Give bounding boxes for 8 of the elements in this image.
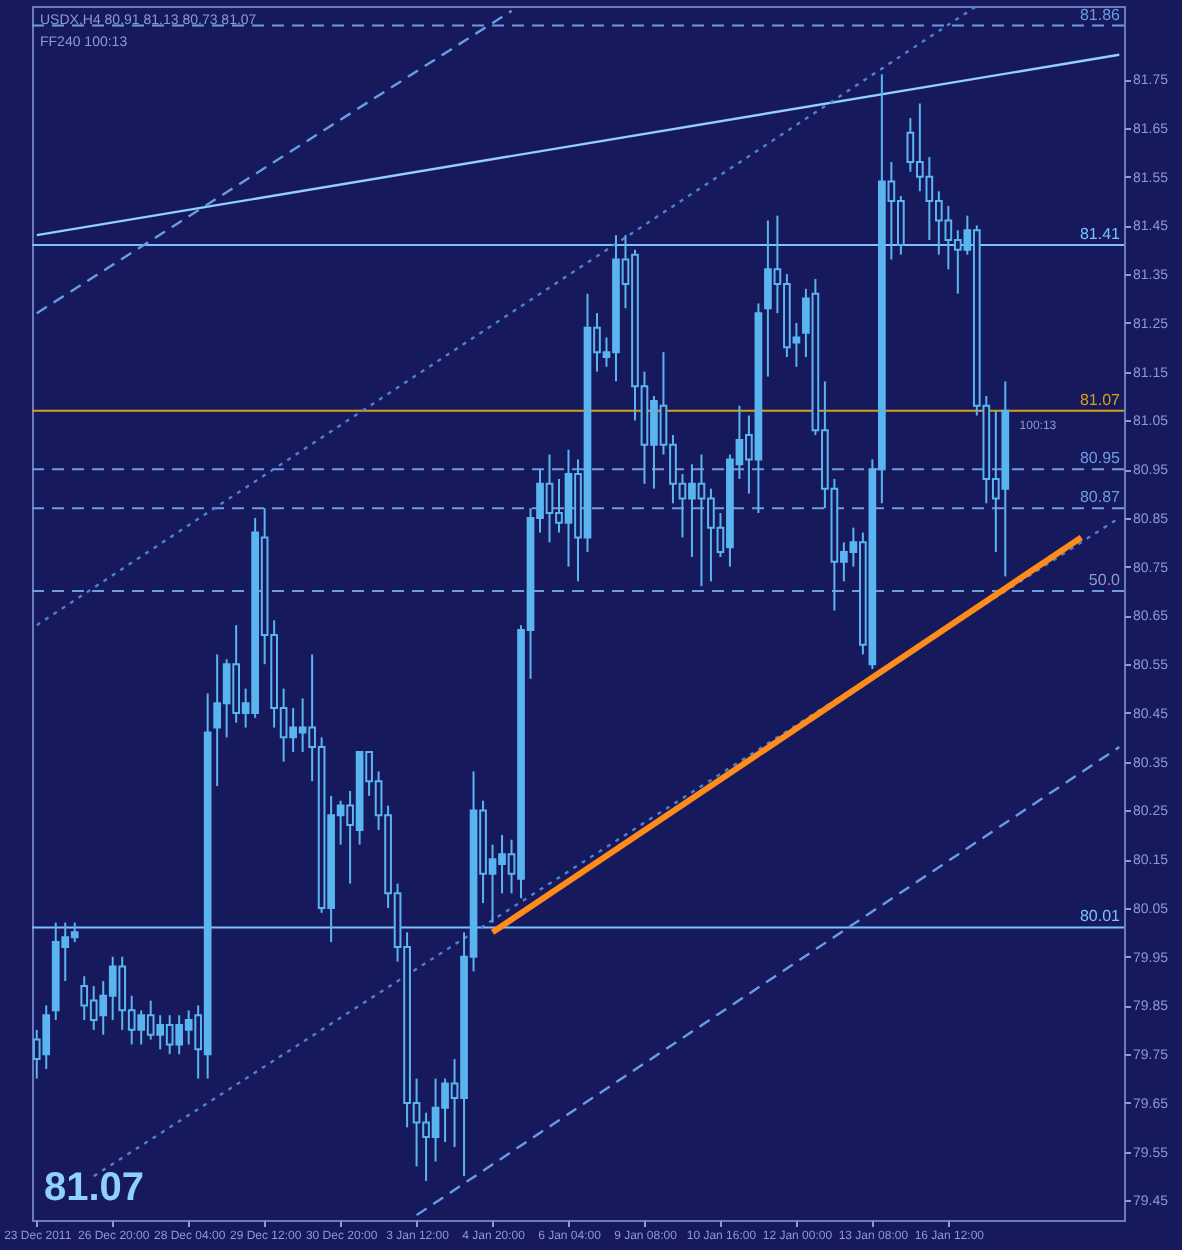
ref-line-label: 81.07 bbox=[1079, 390, 1122, 409]
ref-line-label: 80.01 bbox=[1079, 907, 1122, 926]
ref-line-label: 80.87 bbox=[1079, 488, 1122, 507]
ref-line-label: 80.95 bbox=[1079, 449, 1122, 468]
annotation: 50.0 bbox=[1088, 571, 1122, 590]
ref-line-label: 81.86 bbox=[1079, 5, 1122, 24]
annotation: 81.07 bbox=[44, 1166, 145, 1210]
ref-line-label: 81.41 bbox=[1079, 224, 1122, 243]
